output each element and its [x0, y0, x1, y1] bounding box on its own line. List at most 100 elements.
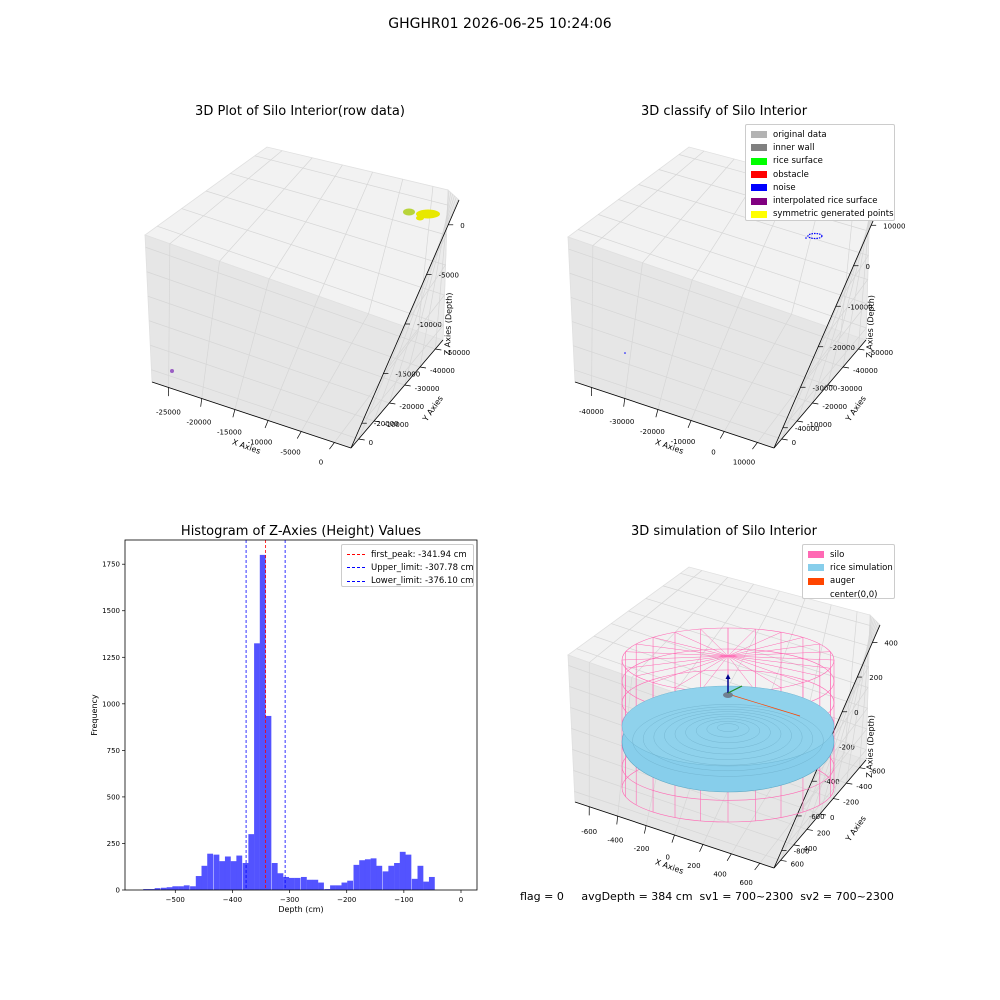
y-tick-label: 750 — [107, 747, 120, 755]
legend-swatch — [808, 551, 824, 559]
panel4-zlabel: Z Axies (Depth) — [865, 715, 876, 778]
panel1-point — [170, 369, 174, 373]
legend-label: Lower_limit: -376.10 cm — [371, 576, 474, 587]
panel2-grid-y — [573, 345, 798, 422]
histogram-bar — [306, 879, 313, 890]
panel2-ztick-label: 0 — [866, 263, 870, 271]
rice-mesh-ring — [717, 723, 739, 732]
panel2-ztick-label: -40000 — [795, 425, 820, 433]
legend-label: first_peak: -341.94 cm — [371, 549, 467, 560]
panel2-grid-z — [577, 229, 867, 428]
panel4-grid-x — [588, 570, 703, 807]
panel1-xtick-mark — [264, 420, 269, 429]
panel4-ztick-label: 400 — [884, 639, 897, 647]
panel2-noise-point — [624, 352, 626, 354]
histogram-bar — [347, 880, 354, 890]
panel1-grid-z — [181, 208, 446, 374]
panel4-grid-x — [759, 611, 858, 864]
legend-line — [347, 580, 365, 582]
panel4-ztick-label: 200 — [869, 674, 882, 682]
panel4-grid-z — [645, 598, 870, 712]
legend-label: rice surface — [773, 156, 823, 167]
panel2-grid-y — [857, 195, 872, 350]
histogram-bar — [160, 887, 167, 890]
silo-roof-wire — [727, 655, 782, 688]
panel2-ytick-label: -30000 — [838, 385, 863, 393]
panel1-ztick-label: -20000 — [374, 420, 399, 428]
rice-mesh-ring — [643, 706, 813, 771]
x-tick-label: −300 — [280, 896, 299, 904]
histogram-bar — [143, 889, 150, 890]
histogram-bar — [318, 882, 324, 890]
histogram-bar — [417, 865, 424, 890]
panel4-ytick-mark — [780, 859, 787, 862]
legend-swatch — [808, 564, 824, 572]
silo-roof-wire — [700, 628, 729, 657]
panel4-xtick-mark — [671, 834, 675, 843]
panel2-xtick-mark — [752, 442, 758, 450]
panel2-grid-x — [657, 166, 765, 410]
panel2-xtick-label: 10000 — [733, 458, 755, 466]
panel2-x-axis-line — [574, 381, 775, 449]
panel2-ytick-mark — [812, 402, 819, 405]
panel2-grid-z — [638, 184, 869, 307]
panel1-ztick-label: -5000 — [439, 271, 459, 279]
histogram-bar — [254, 643, 260, 890]
silo-roof-wire — [625, 651, 729, 657]
panel2-xtick-mark — [719, 431, 725, 439]
panel1-grid-z — [254, 155, 449, 225]
panel2-ytick-mark — [796, 420, 804, 423]
legend-swatch — [751, 197, 767, 205]
panel1-xtick-mark — [329, 442, 335, 450]
histogram-bar — [376, 865, 383, 890]
rice-mesh-ring — [696, 718, 760, 743]
panel1-x-axis-line — [151, 381, 352, 449]
silo-roof-wire — [727, 637, 804, 657]
panel1-points-cluster — [403, 208, 415, 216]
panel1-ytick-mark — [404, 384, 411, 387]
panel2-grid-z — [598, 214, 868, 388]
x-tick-label: 0 — [459, 896, 463, 904]
panel2-grid-y — [571, 321, 813, 404]
panel2-ytick-label: -20000 — [822, 403, 847, 411]
panel1-ytick-label: -40000 — [430, 367, 455, 375]
histogram-bar — [330, 885, 336, 890]
panel2-ytick-mark — [842, 366, 850, 369]
silo-roof-wire — [727, 655, 831, 669]
panel2-grid-x — [723, 182, 826, 432]
histogram-ylabel: Frequency — [90, 694, 99, 736]
legend-swatch — [751, 184, 767, 192]
histogram-bar — [224, 856, 231, 890]
legend-label: auger — [830, 576, 855, 587]
panel1-grid-y — [150, 344, 375, 422]
silo-roof-wire — [727, 632, 782, 657]
histogram-bar — [394, 863, 400, 890]
legend-entry: first_peak: -341.94 cm — [347, 548, 468, 561]
silo-roof-wire — [674, 655, 729, 688]
panel4-xtick-mark — [616, 816, 618, 825]
panel4-grid-y — [573, 770, 794, 846]
panel4-ytick-label: 400 — [804, 845, 817, 853]
histogram-bar — [405, 854, 412, 890]
legend-swatch — [751, 157, 767, 165]
panel4-grid-z — [680, 572, 873, 643]
panel1-grid-y — [151, 369, 359, 440]
silo-roof-wire — [727, 655, 804, 683]
histogram-bar — [411, 878, 418, 890]
panel2-y-axis-line — [773, 339, 867, 449]
panel2-grid-x — [591, 150, 705, 388]
panel2-ytick-mark — [781, 438, 788, 441]
panel2-grid-x — [624, 158, 735, 399]
panel2-grid-y — [842, 197, 873, 368]
histogram-bar — [219, 861, 226, 890]
legend-swatch — [751, 210, 767, 218]
panel1-ytick-label: 0 — [369, 439, 373, 447]
x-tick-label: −200 — [337, 896, 356, 904]
panel1-xtick-label: 0 — [319, 458, 323, 466]
panel1-grid-z — [157, 225, 445, 424]
panel2-grid-y — [568, 248, 859, 350]
panel4-xtick-label: 0 — [665, 853, 669, 861]
panel4-ztick-label: -800 — [794, 848, 810, 856]
histogram-bar — [428, 876, 435, 890]
legend-swatch — [808, 577, 824, 585]
